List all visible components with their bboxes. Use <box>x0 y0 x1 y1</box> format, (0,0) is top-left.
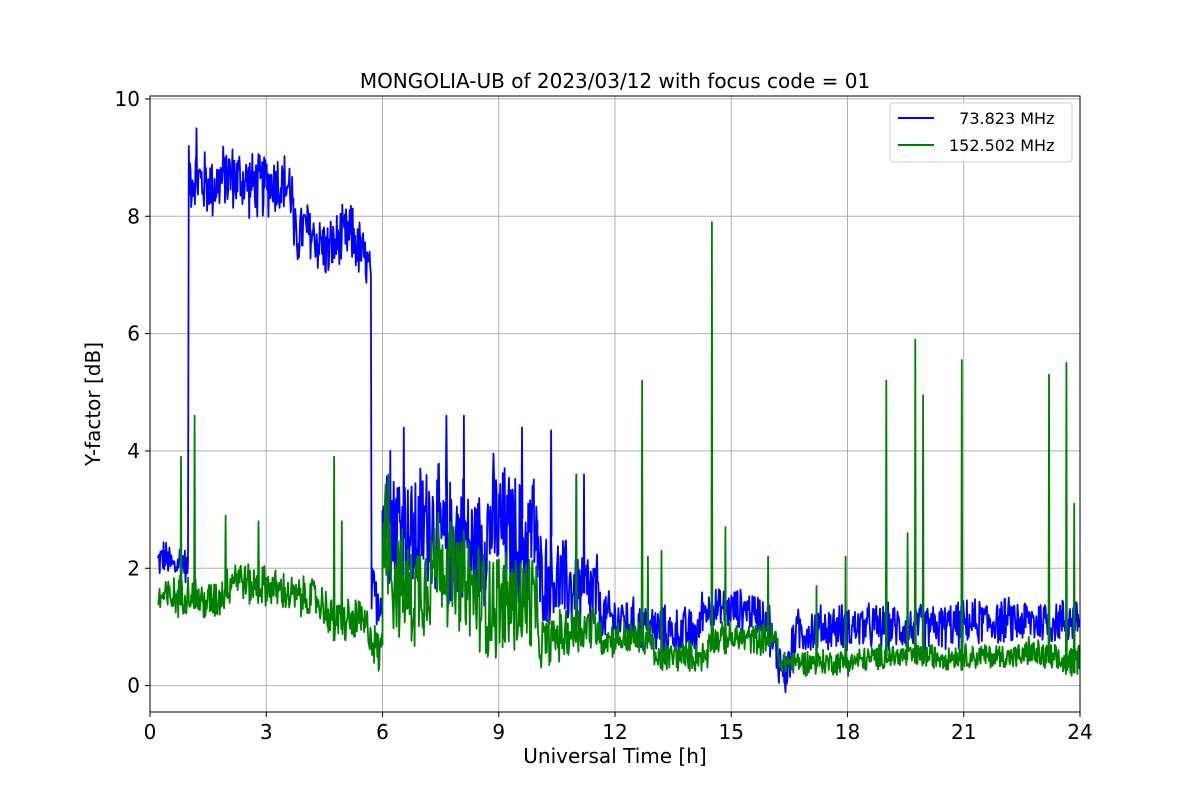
x-tick-label: 6 <box>376 720 389 744</box>
x-tick-label: 24 <box>1067 720 1092 744</box>
series-layer <box>156 127 1080 694</box>
x-tick-label: 9 <box>492 720 505 744</box>
y-tick-label: 2 <box>127 556 140 580</box>
legend: 73.823 MHz 152.502 MHz <box>889 102 1073 163</box>
y-tick-label: 4 <box>127 439 140 463</box>
chart-title: MONGOLIA-UB of 2023/03/12 with focus cod… <box>360 69 870 93</box>
x-tick-label: 3 <box>260 720 273 744</box>
series-1 <box>157 221 1080 677</box>
y-tick-label: 0 <box>127 674 140 698</box>
x-tick-label: 18 <box>835 720 860 744</box>
y-tick-label: 8 <box>127 204 140 228</box>
legend-label-152mhz: 152.502 MHz <box>949 136 1054 155</box>
x-tick-label: 0 <box>144 720 157 744</box>
y-tick-label: 6 <box>127 322 140 346</box>
legend-label-73mhz: 73.823 MHz <box>949 109 1054 128</box>
y-axis-label: Y-factor [dB] <box>81 342 105 467</box>
y-tick-label: 10 <box>115 87 140 111</box>
x-tick-label: 21 <box>951 720 976 744</box>
x-axis-label: Universal Time [h] <box>523 744 706 768</box>
legend-box <box>889 102 1073 163</box>
x-tick-label: 12 <box>602 720 627 744</box>
x-tick-label: 15 <box>719 720 744 744</box>
series-line-1 <box>157 221 1080 677</box>
